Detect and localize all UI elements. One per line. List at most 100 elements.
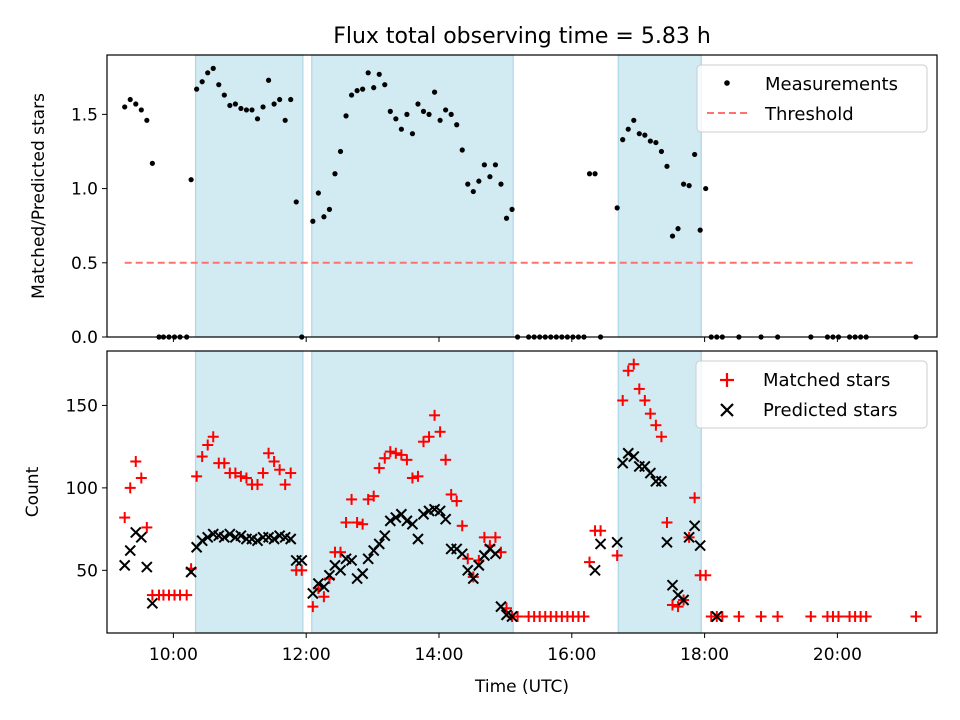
predicted-star-point	[456, 548, 468, 560]
measurement-point	[133, 101, 139, 107]
measurement-point	[271, 101, 277, 107]
predicted-star-point	[384, 515, 397, 527]
top-x-ticks	[172, 337, 838, 342]
measurement-point	[487, 174, 493, 180]
predicted-star-point	[312, 577, 325, 590]
matched-star-point	[667, 599, 679, 611]
predicted-star-point	[318, 581, 330, 593]
measurement-point	[376, 71, 382, 77]
predicted-star-point	[362, 553, 374, 565]
predicted-star-point	[296, 554, 308, 567]
top-panel: 0.0 0.5 1.0 1.5 Matched/Predicted stars Mea…	[29, 54, 938, 348]
predicted-star-point	[616, 457, 629, 469]
matched-star-point	[650, 419, 662, 431]
measurement-point	[138, 107, 144, 113]
measurement-point	[321, 214, 327, 220]
matched-star-point	[429, 409, 441, 421]
measurement-point	[642, 132, 648, 138]
legend-label-matched: Matched stars	[763, 370, 890, 391]
predicted-star-point	[655, 475, 668, 487]
top-y-axis-label: Matched/Predicted stars	[29, 93, 49, 299]
matched-star-point	[351, 517, 363, 529]
measurement-point	[216, 82, 222, 88]
predicted-star-point	[417, 508, 430, 520]
matched-star-point	[406, 472, 418, 484]
matched-star-point	[401, 454, 413, 466]
measurement-point	[371, 85, 377, 91]
matched-star-point	[672, 601, 684, 613]
matched-star-point	[639, 394, 651, 406]
matched-star-point	[384, 446, 396, 458]
measurement-point	[669, 233, 676, 239]
measurement-point	[592, 171, 598, 177]
legend-marker-predicted	[720, 403, 734, 417]
matched-star-point	[257, 467, 269, 479]
measurement-point	[675, 226, 681, 232]
bottom-legend: Matched stars Predicted stars	[695, 360, 928, 429]
measurement-point	[680, 181, 687, 187]
matched-star-point	[130, 455, 142, 467]
matched-star-point	[318, 591, 330, 603]
matched-star-point	[462, 553, 474, 565]
matched-star-point	[434, 426, 446, 438]
measurement-point	[625, 126, 631, 132]
predicted-star-point	[345, 554, 358, 567]
measurement-point	[149, 160, 155, 166]
matched-star-point	[456, 520, 468, 532]
matched-star-point	[202, 439, 214, 451]
matched-star-point	[611, 549, 623, 561]
matched-star-point	[285, 467, 297, 479]
measurement-point	[470, 188, 476, 195]
matched-star-point	[274, 464, 286, 476]
measurement-point	[393, 116, 399, 122]
bottom-y-ticks: 50 100 150	[66, 396, 107, 581]
measurement-point	[337, 148, 344, 155]
predicted-star-point	[688, 520, 701, 532]
measurement-point	[503, 215, 510, 221]
matched-star-point	[755, 611, 767, 623]
predicted-star-point	[141, 561, 153, 573]
predicted-star-point	[224, 528, 236, 540]
matched-star-point	[584, 556, 596, 568]
bottom-x-ticks: 10:00 12:00 14:00 16:00 18:00 20:00	[149, 633, 862, 665]
matched-star-point	[181, 589, 193, 601]
matched-star-point	[910, 611, 922, 623]
shaded-interval	[194, 54, 304, 338]
matched-star-point	[772, 611, 784, 623]
predicted-star-point	[323, 569, 336, 581]
bottom-legend-box	[695, 360, 928, 429]
measurement-point	[476, 178, 482, 184]
matched-star-point	[478, 531, 490, 543]
measurement-point	[492, 162, 499, 168]
matched-star-point	[689, 492, 701, 504]
matched-star-point	[252, 479, 264, 491]
measurement-point	[382, 82, 388, 88]
predicted-star-point	[284, 533, 297, 545]
matched-star-point	[191, 470, 203, 482]
measurement-point	[647, 138, 653, 144]
shaded-interval	[617, 350, 702, 634]
matched-star-point	[390, 447, 402, 459]
measurement-point	[254, 116, 261, 122]
y-tick-label: 100	[66, 479, 98, 499]
measurement-point	[620, 137, 626, 143]
matched-star-point	[805, 611, 817, 623]
matched-star-point	[489, 531, 501, 543]
measurement-point	[426, 111, 432, 117]
measurement-point	[210, 65, 216, 71]
measurement-point	[454, 122, 460, 128]
measurement-point	[631, 117, 637, 123]
matched-star-point	[362, 493, 374, 505]
predicted-star-point	[622, 447, 634, 459]
measurement-point	[194, 86, 200, 92]
predicted-star-point	[118, 559, 131, 572]
matched-star-point	[135, 472, 147, 484]
measurement-point	[205, 70, 211, 76]
matched-star-point	[119, 512, 131, 524]
top-legend: Measurements Threshold	[696, 64, 928, 133]
matched-star-point	[644, 408, 656, 420]
matched-star-point	[700, 569, 712, 581]
measurement-point	[288, 96, 294, 103]
matched-stars-points	[119, 358, 922, 623]
